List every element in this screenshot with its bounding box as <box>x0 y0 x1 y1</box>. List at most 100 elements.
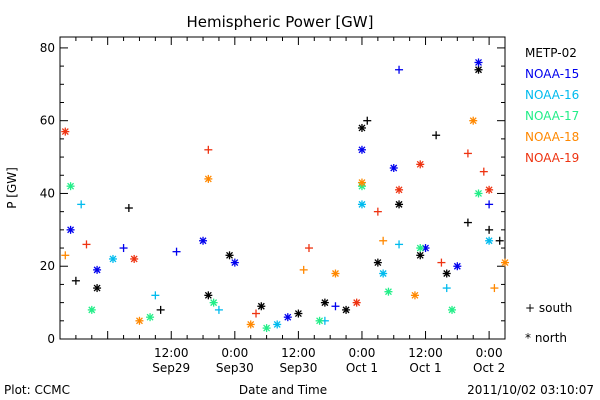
x-tick-date-label: Oct 1 <box>346 361 378 375</box>
data-point <box>225 251 234 260</box>
x-tick-label: 12:00 <box>281 346 316 360</box>
data-point <box>209 298 218 307</box>
data-point <box>357 145 366 154</box>
data-point <box>453 262 462 271</box>
data-point <box>501 258 509 267</box>
data-point <box>389 163 398 172</box>
data-point <box>61 127 70 136</box>
data-point <box>373 207 382 216</box>
data-point <box>151 291 160 300</box>
data-point <box>214 305 223 314</box>
marker-legend-entry: * north <box>525 331 567 345</box>
x-tick-label: 12:00 <box>408 346 443 360</box>
data-point <box>199 236 208 245</box>
x-tick-date-label: Sep30 <box>216 361 254 375</box>
data-point <box>119 244 128 253</box>
legend-entry: NOAA-18 <box>525 130 579 144</box>
y-tick-label: 20 <box>40 259 55 273</box>
data-point <box>490 284 499 293</box>
data-point <box>93 284 102 293</box>
data-point <box>448 305 457 314</box>
y-tick-label: 80 <box>40 41 55 55</box>
y-axis: 0 20 40 60 80 <box>40 41 505 346</box>
x-axis-label: Date and Time <box>239 383 327 397</box>
x-tick-date-label: Oct 1 <box>409 361 441 375</box>
data-point <box>87 305 96 314</box>
data-point <box>262 324 271 333</box>
data-point <box>130 254 139 263</box>
data-point <box>379 236 388 245</box>
data-point <box>357 178 366 187</box>
data-point <box>395 240 404 249</box>
chart-title: Hemispheric Power [GW] <box>187 13 374 31</box>
data-point <box>331 302 340 311</box>
data-point <box>331 269 340 278</box>
data-point <box>273 320 282 329</box>
data-point <box>357 123 366 132</box>
x-tick-label: 12:00 <box>154 346 189 360</box>
data-point <box>246 320 255 329</box>
data-point <box>299 265 308 274</box>
data-point <box>108 254 117 263</box>
data-point <box>416 244 425 253</box>
data-point <box>384 287 393 296</box>
data-point <box>469 116 478 125</box>
legend: METP-02 NOAA-15 NOAA-16 NOAA-17 NOAA-18 NOAA-… <box>525 46 579 165</box>
data-point <box>204 174 213 183</box>
data-point <box>66 182 75 191</box>
data-point <box>395 65 404 74</box>
data-point <box>474 189 483 198</box>
data-point <box>474 65 483 74</box>
y-axis-label: P [GW] <box>5 167 19 209</box>
plot-source: Plot: CCMC <box>4 383 70 397</box>
data-point <box>71 276 80 285</box>
data-point <box>379 269 388 278</box>
data-point <box>421 244 430 253</box>
marker-legend-entry: + south <box>525 301 572 315</box>
data-point <box>77 200 86 209</box>
data-point <box>363 116 372 125</box>
legend-entry: METP-02 <box>525 46 577 60</box>
data-points <box>61 58 509 333</box>
data-point <box>432 131 441 140</box>
data-point <box>93 265 102 274</box>
data-point <box>283 313 292 322</box>
data-point <box>252 309 261 318</box>
data-point <box>437 258 446 267</box>
data-point <box>156 305 165 314</box>
data-point <box>294 309 303 318</box>
data-point <box>82 240 91 249</box>
data-point <box>304 244 313 253</box>
data-point <box>172 247 181 256</box>
data-point <box>485 225 494 234</box>
data-point <box>442 269 451 278</box>
legend-entry: NOAA-17 <box>525 109 579 123</box>
y-tick-label: 60 <box>40 114 55 128</box>
data-point <box>315 316 324 325</box>
legend-entry: NOAA-15 <box>525 67 579 81</box>
plot-frame <box>59 36 506 340</box>
data-point <box>485 236 494 245</box>
x-tick-label: 0:00 <box>476 346 503 360</box>
data-point <box>495 236 504 245</box>
x-tick-date-label: Oct 2 <box>473 361 505 375</box>
data-point <box>257 302 266 311</box>
data-point <box>230 258 239 267</box>
data-point <box>124 204 133 213</box>
data-point <box>485 200 494 209</box>
data-point <box>373 258 382 267</box>
data-point <box>135 316 144 325</box>
data-point <box>463 218 472 227</box>
data-point <box>204 291 213 300</box>
data-point <box>416 251 425 260</box>
data-point <box>357 200 366 209</box>
plot-timestamp: 2011/10/02 03:10:07 <box>467 383 594 397</box>
data-point <box>442 284 451 293</box>
y-tick-label: 40 <box>40 186 55 200</box>
data-point <box>410 291 419 300</box>
y-tick-label: 0 <box>47 332 55 346</box>
x-tick-date-label: Sep30 <box>279 361 317 375</box>
data-point <box>416 160 425 169</box>
